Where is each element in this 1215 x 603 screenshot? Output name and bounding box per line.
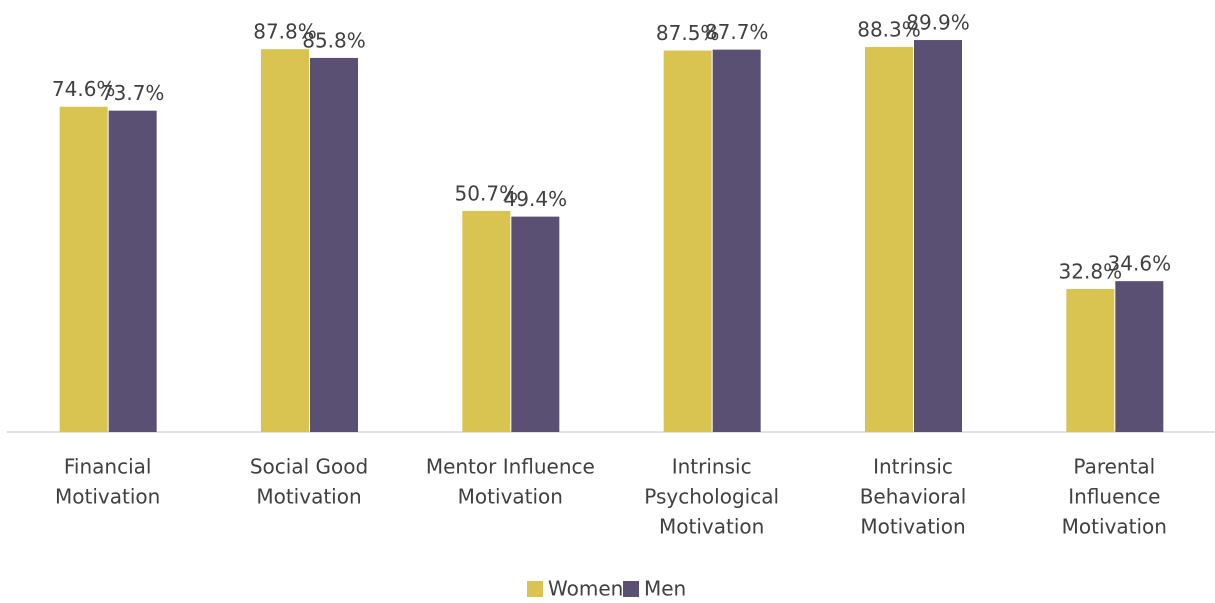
bar [462,210,511,432]
data-label: 87.7% [705,20,769,44]
bar [261,49,309,432]
x-tick-label: Motivation [659,515,764,539]
bar [310,57,358,433]
data-label: 74.6% [52,77,116,101]
x-tick-label: Influence [1068,485,1160,509]
data-label: 49.4% [504,187,568,211]
data-label: 73.7% [101,81,165,105]
data-label: 87.8% [253,20,317,44]
data-label: 88.3% [857,18,921,42]
legend-label: Men [644,577,686,601]
bar [108,110,157,432]
x-tick-label: Motivation [256,485,361,509]
legend-swatch [527,581,543,597]
x-tick-label: Financial [64,455,152,479]
bar [914,40,962,432]
bar [59,106,108,432]
bar [1066,288,1115,432]
x-tick-label: Motivation [1062,515,1167,539]
x-tick-label: Parental [1073,455,1155,479]
data-label: 85.8% [302,28,366,52]
legend-label: Women [548,577,623,601]
data-label: 50.7% [455,181,519,205]
legend-swatch [623,581,639,597]
x-tick-label: Social Good [250,455,368,479]
x-tick-label: Intrinsic [672,455,752,479]
bar [511,216,560,432]
bar [712,49,761,433]
bar [1115,281,1164,432]
x-tick-label: Psychological [644,485,779,509]
x-tick-label: Motivation [55,485,160,509]
data-label: 32.8% [1059,259,1123,283]
data-label: 34.6% [1108,252,1172,276]
x-tick-label: Behavioral [860,485,967,509]
x-tick-label: Motivation [458,485,563,509]
data-label: 89.9% [906,11,970,35]
x-tick-label: Intrinsic [873,455,953,479]
x-tick-label: Motivation [860,515,965,539]
data-label: 87.5% [656,21,720,45]
x-tick-label: Mentor Influence [426,455,595,479]
bar [865,47,913,433]
bar [663,50,712,432]
